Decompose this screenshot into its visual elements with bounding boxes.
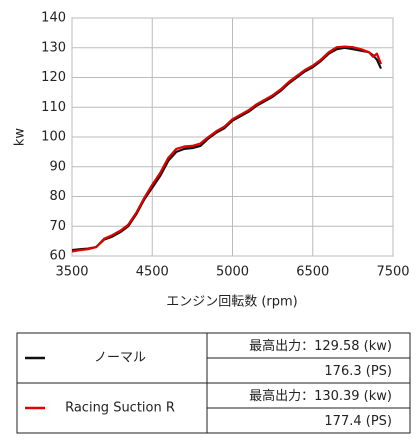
y-tick-label: 60 <box>49 249 66 264</box>
y-tick-label: 140 <box>41 11 66 26</box>
y-tick-label: 80 <box>49 189 66 204</box>
y-tick-label: 120 <box>41 70 66 85</box>
table-value: 最高出力：129.58 (kw) <box>249 338 392 354</box>
x-axis-label: エンジン回転数 (rpm) <box>166 295 298 310</box>
x-tick-label: 7500 <box>376 265 409 280</box>
legend-label: Racing Suction R <box>65 401 175 416</box>
y-tick-label: 90 <box>49 159 66 174</box>
table-value: 最高出力：130.39 (kw) <box>249 388 392 404</box>
legend-label: ノーマル <box>94 351 146 366</box>
x-tick-label: 4500 <box>136 265 169 280</box>
y-tick-label: 70 <box>49 219 66 234</box>
y-tick-label: 130 <box>41 40 66 55</box>
table-value: 177.4 (PS) <box>324 414 392 429</box>
x-tick-label: 6500 <box>296 265 329 280</box>
y-tick-label: 100 <box>41 130 66 145</box>
table-value: 176.3 (PS) <box>324 364 392 379</box>
y-axis-label: kw <box>13 128 28 147</box>
table-cell <box>206 407 411 434</box>
series-line <box>71 45 383 253</box>
x-tick-label: 5000 <box>216 265 249 280</box>
x-tick-label: 3500 <box>55 265 88 280</box>
y-tick-label: 110 <box>41 100 66 115</box>
